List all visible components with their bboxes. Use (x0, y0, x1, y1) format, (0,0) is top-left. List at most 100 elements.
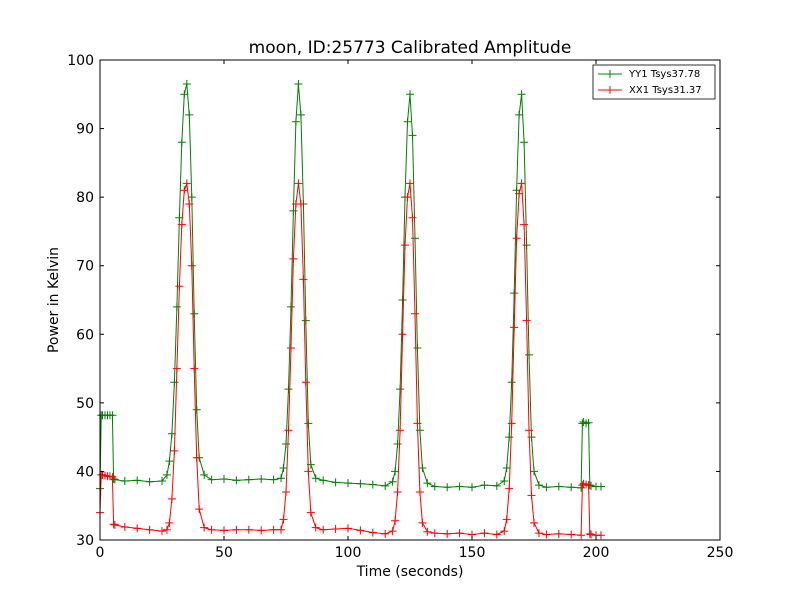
data-point-xx1 (356, 526, 365, 535)
data-point-yy1 (296, 110, 305, 119)
data-point-xx1 (192, 453, 201, 462)
data-point-xx1 (396, 426, 405, 435)
data-point-yy1 (403, 117, 412, 126)
series-yy1 (96, 80, 605, 493)
data-point-xx1 (368, 528, 377, 537)
data-point-yy1 (291, 117, 300, 126)
data-point-yy1 (294, 80, 303, 88)
data-point-yy1 (515, 110, 524, 119)
series-line-yy1 (99, 83, 601, 489)
data-point-yy1 (413, 344, 422, 352)
data-point-yy1 (301, 316, 310, 325)
data-point-xx1 (542, 530, 551, 539)
data-point-yy1 (534, 481, 543, 490)
data-point-yy1 (331, 478, 340, 487)
data-point-xx1 (585, 529, 594, 538)
data-point-yy1 (120, 477, 129, 486)
data-point-xx1 (393, 488, 402, 496)
data-point-xx1 (577, 531, 586, 540)
y-tick-label: 30 (76, 533, 94, 549)
data-point-xx1 (165, 518, 174, 527)
data-point-xx1 (286, 344, 295, 352)
y-tick-label: 90 (76, 122, 94, 138)
data-point-xx1 (527, 491, 536, 500)
data-point-xx1 (257, 526, 266, 535)
data-point-xx1 (299, 275, 308, 284)
data-point-xx1 (505, 484, 514, 493)
data-point-yy1 (418, 464, 427, 472)
data-point-xx1 (167, 494, 176, 503)
data-point-yy1 (410, 234, 419, 243)
data-point-yy1 (530, 467, 538, 476)
data-point-yy1 (423, 479, 432, 488)
data-point-xx1 (587, 530, 596, 539)
data-point-yy1 (158, 477, 166, 486)
legend-label-yy1: YY1 Tsys37.78 (628, 69, 700, 80)
y-tick-label: 40 (76, 464, 94, 480)
data-point-xx1 (410, 309, 419, 318)
data-point-xx1 (430, 529, 439, 538)
series-line-xx1 (99, 183, 601, 536)
data-point-xx1 (296, 200, 305, 208)
data-point-xx1 (512, 234, 521, 243)
data-point-yy1 (430, 482, 439, 491)
data-point-xx1 (388, 527, 397, 536)
data-point-yy1 (108, 411, 117, 420)
data-point-xx1 (133, 524, 142, 533)
data-point-xx1 (277, 525, 286, 534)
data-point-xx1 (517, 179, 526, 188)
y-tick-label: 80 (76, 190, 94, 206)
data-point-yy1 (286, 302, 295, 311)
data-point-xx1 (182, 179, 191, 188)
data-point-xx1 (279, 515, 288, 524)
data-point-yy1 (596, 482, 605, 491)
data-point-yy1 (180, 90, 189, 99)
data-point-xx1 (180, 186, 189, 195)
x-tick-label: 0 (96, 545, 105, 561)
data-point-yy1 (220, 474, 228, 483)
data-point-xx1 (515, 189, 524, 198)
data-point-yy1 (381, 481, 390, 490)
data-point-yy1 (172, 302, 181, 311)
data-point-yy1 (277, 474, 286, 483)
data-point-xx1 (415, 488, 424, 496)
x-tick-label: 250 (707, 545, 734, 561)
data-point-yy1 (406, 90, 414, 99)
data-point-xx1 (391, 516, 400, 525)
data-point-yy1 (500, 477, 509, 486)
plot-area (100, 60, 720, 540)
data-point-xx1 (406, 179, 414, 188)
x-tick-label: 50 (215, 545, 233, 561)
data-point-yy1 (319, 476, 328, 485)
data-point-xx1 (220, 526, 228, 535)
data-point-xx1 (534, 529, 543, 538)
data-point-xx1 (232, 525, 241, 534)
legend: YY1 Tsys37.78 XX1 Tsys31.37 (592, 64, 716, 100)
data-point-xx1 (525, 426, 534, 435)
data-point-xx1 (596, 531, 605, 540)
legend-label-xx1: XX1 Tsys31.37 (629, 85, 702, 96)
data-point-yy1 (200, 470, 209, 479)
data-point-xx1 (331, 525, 340, 534)
data-point-yy1 (517, 90, 526, 99)
data-point-yy1 (522, 241, 531, 250)
data-point-xx1 (162, 525, 171, 534)
data-point-yy1 (584, 418, 593, 427)
legend-marker-xx1 (606, 86, 614, 94)
data-point-xx1 (187, 261, 196, 270)
data-point-yy1 (244, 475, 253, 484)
data-point-xx1 (195, 505, 204, 514)
data-point-xx1 (207, 525, 216, 534)
data-point-yy1 (232, 476, 241, 485)
data-point-xx1 (306, 508, 315, 517)
data-point-xx1 (455, 529, 464, 538)
chart-title: moon, ID:25773 Calibrated Amplitude (249, 38, 572, 58)
data-point-xx1 (492, 530, 501, 539)
data-point-xx1 (244, 525, 253, 534)
data-point-xx1 (109, 520, 118, 529)
data-point-xx1 (398, 330, 407, 339)
x-tick-label: 200 (583, 545, 610, 561)
data-point-yy1 (396, 385, 405, 394)
data-point-yy1 (391, 467, 400, 476)
